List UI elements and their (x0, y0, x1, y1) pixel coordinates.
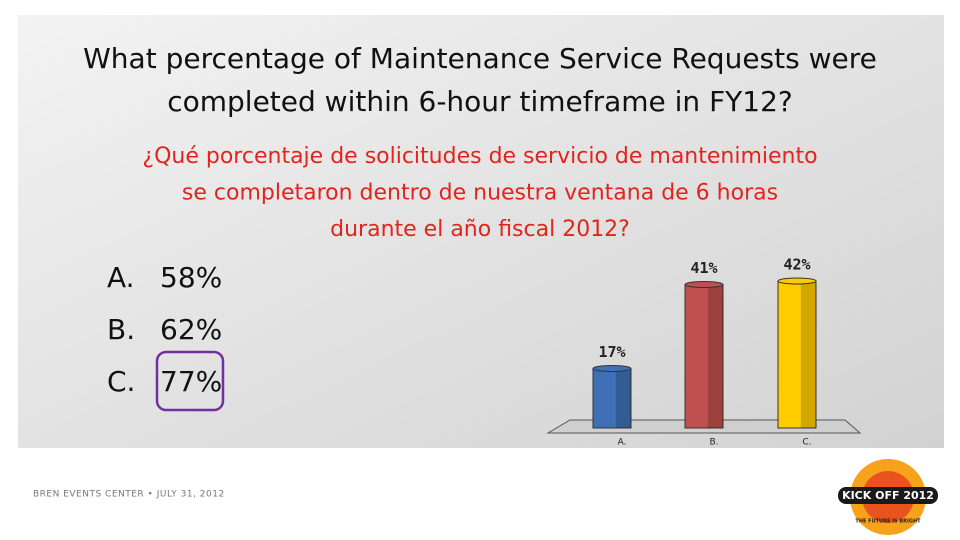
title-line: completed within 6-hour timeframe in FY1… (167, 85, 793, 118)
logo-tagline: THE FUTURE IS BRIGHT (855, 519, 921, 525)
title-line: What percentage of Maintenance Service R… (83, 42, 877, 75)
value-label: 42% (783, 256, 810, 274)
subtitle-line: durante el año fiscal 2012? (330, 217, 630, 242)
bar-shade (707, 284, 723, 428)
option-text: 62% (160, 313, 222, 346)
value-label: 17% (598, 343, 625, 361)
value-label: 41% (690, 259, 717, 277)
bar-shade (800, 281, 816, 428)
bar-shade (615, 368, 631, 428)
option-text: 77% (160, 365, 222, 398)
bar-cap (592, 365, 632, 372)
logo-band (838, 487, 938, 504)
subtitle-line: se completaron dentro de nuestra ventana… (182, 181, 778, 206)
bar-cap (684, 281, 724, 288)
footer: BREN EVENTS CENTER • JULY 31, 2012 (33, 490, 225, 500)
x-tick-label: A. (618, 438, 627, 448)
answer-highlight (155, 350, 225, 412)
subtitle-line: ¿Qué porcentaje de solicitudes de servic… (142, 144, 817, 169)
logo-title: KICK OFF 2012 (842, 489, 934, 502)
x-tick-label: B. (709, 438, 718, 448)
option-letter: C. (107, 365, 135, 398)
option-letter: B. (107, 313, 135, 346)
bar-cap (777, 277, 817, 285)
option-text: 58% (160, 261, 222, 294)
bar (592, 368, 632, 429)
x-tick-label: C. (802, 438, 811, 448)
logo: KICK OFF 2012 THE FUTURE IS BRIGHT (838, 459, 938, 535)
option-letter: A. (107, 261, 135, 294)
